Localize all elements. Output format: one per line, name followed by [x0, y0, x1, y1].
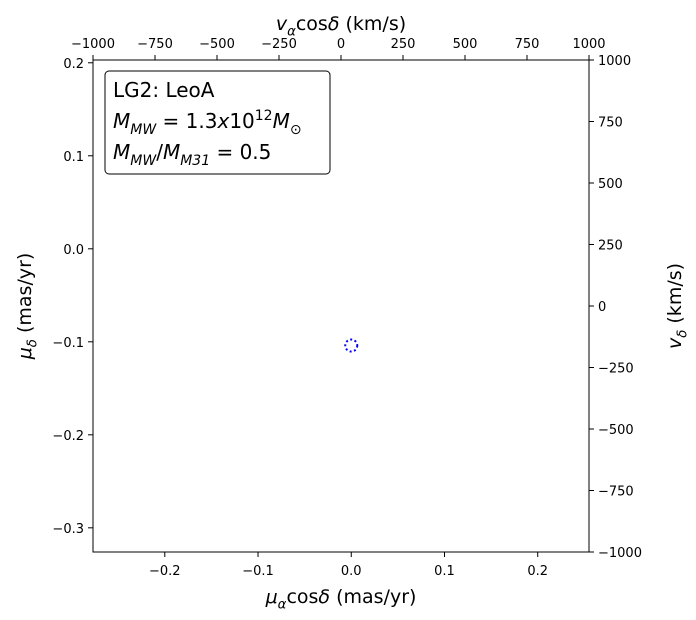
- text-part: ⊙: [290, 122, 302, 138]
- text-part: MW: [130, 153, 157, 169]
- text-part: 10: [229, 109, 254, 133]
- y2-tick-label: −500: [598, 423, 634, 438]
- text-part: (mas/yr): [14, 253, 36, 339]
- x-tick-label: 0.0: [341, 564, 362, 579]
- text-part: M: [113, 140, 130, 164]
- y-tick-label: −0.1: [52, 336, 84, 351]
- text-part: (km/s): [664, 263, 686, 330]
- y-tick-label: 0.2: [63, 57, 84, 72]
- y-tick-label: 0.1: [63, 150, 84, 165]
- text-part: M31: [180, 153, 210, 169]
- y-tick-label: −0.2: [52, 429, 84, 444]
- text-part: = 1.3: [156, 109, 217, 133]
- x2-tick-label: 250: [391, 37, 416, 52]
- text-part: (mas/yr): [330, 586, 416, 608]
- x2-tick-label: −750: [137, 37, 173, 52]
- annotation-line: LG2: LeoA: [113, 78, 215, 102]
- x2-tick-label: 750: [515, 37, 540, 52]
- text-part: δ: [318, 586, 330, 608]
- text-part: /: [156, 140, 163, 164]
- x-axis-label: μαcosδ (mas/yr): [265, 586, 417, 613]
- text-part: x: [216, 109, 229, 133]
- text-part: μ: [14, 347, 36, 360]
- text-part: M: [113, 109, 130, 133]
- x-tick-label: −0.1: [242, 564, 274, 579]
- text-part: v: [276, 13, 288, 35]
- y2-tick-label: 750: [598, 116, 623, 131]
- text-part: = 0.5: [210, 140, 271, 164]
- y2-tick-label: −250: [598, 362, 634, 377]
- point: [344, 338, 359, 353]
- x-tick-label: 0.1: [434, 564, 455, 579]
- y2-tick-label: 250: [598, 239, 623, 254]
- x2-tick-label: 0: [337, 37, 345, 52]
- text-part: cos: [286, 586, 318, 608]
- x-tick-label: 0.2: [527, 564, 548, 579]
- text-part: M: [163, 140, 180, 164]
- y-tick-label: −0.3: [52, 522, 84, 537]
- y-tick-label: 0.0: [63, 243, 84, 258]
- y2-tick-label: 500: [598, 177, 623, 192]
- x2-axis-label: vαcosδ (km/s): [276, 13, 406, 40]
- text-part: δ: [676, 330, 691, 338]
- y2-tick-label: 0: [598, 300, 606, 315]
- text-part: M: [273, 109, 290, 133]
- x2-tick-label: −500: [199, 37, 235, 52]
- x2-tick-label: 500: [453, 37, 478, 52]
- annotation-box: [104, 70, 331, 175]
- text-part: v: [664, 337, 686, 349]
- text-part: 12: [255, 108, 273, 124]
- y2-axis-label: vδ (km/s): [664, 263, 691, 349]
- text-part: δ: [26, 339, 41, 347]
- x2-tick-label: 1000: [572, 37, 605, 52]
- text-part: (km/s): [339, 13, 406, 35]
- y2-tick-label: −1000: [598, 546, 642, 561]
- x-tick-label: −0.2: [149, 564, 181, 579]
- text-part: MW: [130, 122, 157, 138]
- x2-tick-label: −250: [261, 37, 297, 52]
- text-part: α: [278, 598, 287, 613]
- text-part: μ: [265, 586, 278, 608]
- text-part: α: [287, 25, 296, 40]
- text-part: LG2: LeoA: [113, 78, 215, 102]
- x2-tick-label: −1000: [71, 37, 115, 52]
- y2-tick-label: 1000: [598, 54, 631, 69]
- y2-tick-label: −750: [598, 485, 634, 500]
- text-part: cos: [296, 13, 328, 35]
- text-part: δ: [328, 13, 340, 35]
- annotation-line: MMW/MM31 = 0.5: [113, 140, 271, 169]
- y-axis-label: μδ (mas/yr): [14, 253, 41, 361]
- annotation-line: MMW = 1.3x1012M⊙: [113, 108, 302, 138]
